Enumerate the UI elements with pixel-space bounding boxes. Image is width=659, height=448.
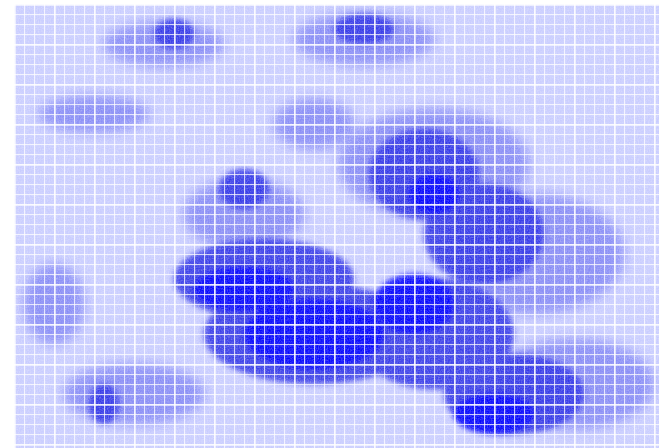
top-margin [0, 0, 659, 4]
density-map-image [14, 4, 659, 448]
coarse-grid-overlay [14, 4, 659, 448]
left-margin [0, 0, 14, 448]
